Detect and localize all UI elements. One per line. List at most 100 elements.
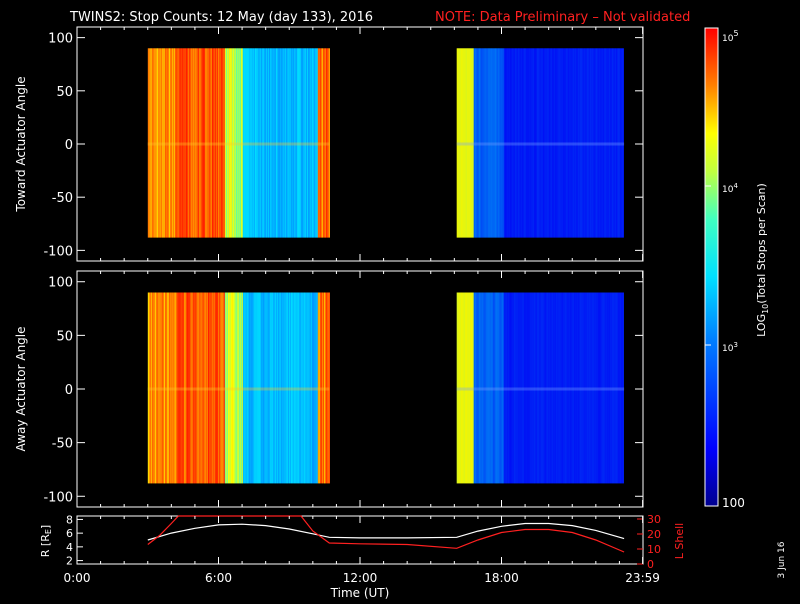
heatmap-column <box>506 48 508 238</box>
heatmap-column <box>222 292 224 484</box>
heatmap-column <box>557 48 559 238</box>
heatmap-column <box>188 292 190 484</box>
heatmap-column <box>619 292 621 484</box>
heatmap-column <box>306 292 308 484</box>
heatmap-column <box>226 48 228 238</box>
heatmap-column <box>276 292 278 484</box>
heatmap-column <box>535 292 537 484</box>
heatmap-column <box>524 48 526 238</box>
heatmap-column <box>534 292 536 484</box>
heatmap-column <box>584 48 586 238</box>
heatmap-column <box>328 292 330 484</box>
heatmap-column <box>318 48 320 238</box>
toward-x-ticks <box>76 27 644 261</box>
heatmap-column <box>513 48 515 238</box>
heatmap-column <box>170 48 172 238</box>
heatmap-column <box>510 292 512 484</box>
heatmap-column <box>237 292 239 484</box>
heatmap-column <box>167 292 169 484</box>
heatmap-column <box>161 48 163 238</box>
heatmap-column <box>550 48 552 238</box>
heatmap-column <box>224 292 226 484</box>
heatmap-column <box>254 292 256 484</box>
heatmap-column <box>621 48 623 238</box>
heatmap-column <box>252 292 254 484</box>
heatmap-column <box>256 48 258 238</box>
heatmap-column <box>160 48 162 238</box>
toward-angle-panel: 100 50 0 -50 -100 Toward Actuator Angle <box>14 26 644 262</box>
heatmap-column <box>487 292 489 484</box>
heatmap-column <box>315 292 317 484</box>
heatmap-column <box>518 292 520 484</box>
heatmap-column <box>305 48 307 238</box>
heatmap-column <box>540 48 542 238</box>
heatmap-column <box>595 292 597 484</box>
heatmap-column <box>253 48 255 238</box>
heatmap-column <box>551 48 553 238</box>
heatmap-column <box>504 48 506 238</box>
heatmap-column <box>561 48 563 238</box>
heatmap-column <box>231 292 233 484</box>
heatmap-column <box>198 48 200 238</box>
heatmap-column <box>473 292 475 484</box>
heatmap-column <box>601 292 603 484</box>
heatmap-column <box>543 292 545 484</box>
heatmap-column <box>203 292 205 484</box>
heatmap-column <box>527 292 529 484</box>
heatmap-column <box>245 292 247 484</box>
heatmap-column <box>620 292 622 484</box>
heatmap-column <box>239 292 241 484</box>
heatmap-column <box>604 48 606 238</box>
heatmap-column <box>578 48 580 238</box>
heatmap-column <box>231 48 233 238</box>
heatmap-column <box>506 292 508 484</box>
heatmap-column <box>499 48 501 238</box>
heatmap-column <box>181 48 183 238</box>
heatmap-column <box>572 48 574 238</box>
heatmap-column <box>521 292 523 484</box>
heatmap-column <box>207 292 209 484</box>
heatmap-column <box>272 292 274 484</box>
heatmap-column <box>586 48 588 238</box>
heatmap-column <box>521 48 523 238</box>
heatmap-column <box>477 48 479 238</box>
heatmap-column <box>469 48 471 238</box>
heatmap-column <box>600 292 602 484</box>
heatmap-column <box>210 48 212 238</box>
heatmap-column <box>249 48 251 238</box>
heatmap-column <box>570 48 572 238</box>
heatmap-column <box>532 48 534 238</box>
heatmap-column <box>533 292 535 484</box>
heatmap-column <box>606 292 608 484</box>
heatmap-column <box>153 48 155 238</box>
heatmap-column <box>150 292 152 484</box>
heatmap-column <box>267 292 269 484</box>
heatmap-column <box>531 292 533 484</box>
heatmap-column <box>581 292 583 484</box>
heatmap-column <box>582 292 584 484</box>
heatmap-column <box>286 292 288 484</box>
heatmap-column <box>296 292 298 484</box>
heatmap-column <box>308 48 310 238</box>
heatmap-column <box>168 292 170 484</box>
heatmap-column <box>291 292 293 484</box>
heatmap-column <box>174 292 176 484</box>
heatmap-column <box>462 292 464 484</box>
heatmap-column <box>463 48 465 238</box>
heatmap-column <box>551 292 553 484</box>
heatmap-column <box>260 292 262 484</box>
heatmap-column <box>157 292 159 484</box>
heatmap-column <box>184 292 186 484</box>
heatmap-column <box>500 292 502 484</box>
heatmap-column <box>307 292 309 484</box>
heatmap-column <box>478 48 480 238</box>
heatmap-column <box>209 48 211 238</box>
heatmap-column <box>220 292 222 484</box>
heatmap-column <box>290 48 292 238</box>
heatmap-column <box>279 48 281 238</box>
heatmap-column <box>237 48 239 238</box>
heatmap-column <box>177 292 179 484</box>
heatmap-column <box>579 292 581 484</box>
heatmap-column <box>598 292 600 484</box>
